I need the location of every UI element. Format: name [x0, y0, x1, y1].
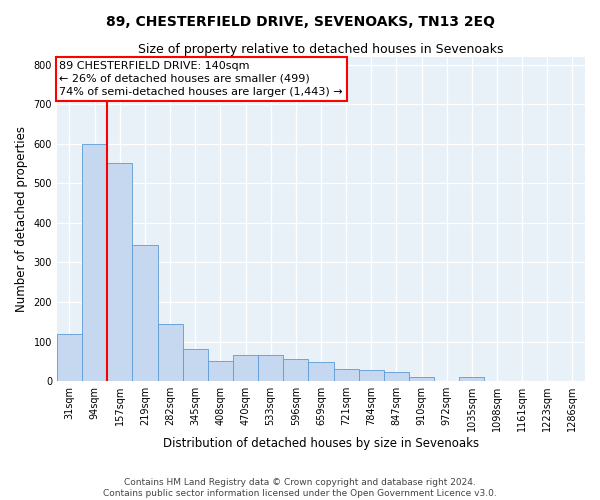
Bar — [384, 372, 409, 381]
Bar — [409, 377, 434, 381]
Title: Size of property relative to detached houses in Sevenoaks: Size of property relative to detached ho… — [138, 42, 504, 56]
Text: 89 CHESTERFIELD DRIVE: 140sqm
← 26% of detached houses are smaller (499)
74% of : 89 CHESTERFIELD DRIVE: 140sqm ← 26% of d… — [59, 60, 343, 97]
Bar — [133, 244, 158, 381]
Bar — [283, 358, 308, 381]
Bar — [233, 354, 258, 381]
Bar — [308, 362, 334, 381]
Bar — [258, 354, 283, 381]
Y-axis label: Number of detached properties: Number of detached properties — [15, 126, 28, 312]
Text: 89, CHESTERFIELD DRIVE, SEVENOAKS, TN13 2EQ: 89, CHESTERFIELD DRIVE, SEVENOAKS, TN13 … — [106, 15, 494, 29]
Bar — [57, 334, 82, 381]
Bar — [208, 362, 233, 381]
Bar — [82, 144, 107, 381]
X-axis label: Distribution of detached houses by size in Sevenoaks: Distribution of detached houses by size … — [163, 437, 479, 450]
Bar — [334, 369, 359, 381]
Text: Contains HM Land Registry data © Crown copyright and database right 2024.
Contai: Contains HM Land Registry data © Crown c… — [103, 478, 497, 498]
Bar — [107, 164, 133, 381]
Bar — [459, 377, 484, 381]
Bar — [182, 350, 208, 381]
Bar — [359, 370, 384, 381]
Bar — [158, 324, 182, 381]
